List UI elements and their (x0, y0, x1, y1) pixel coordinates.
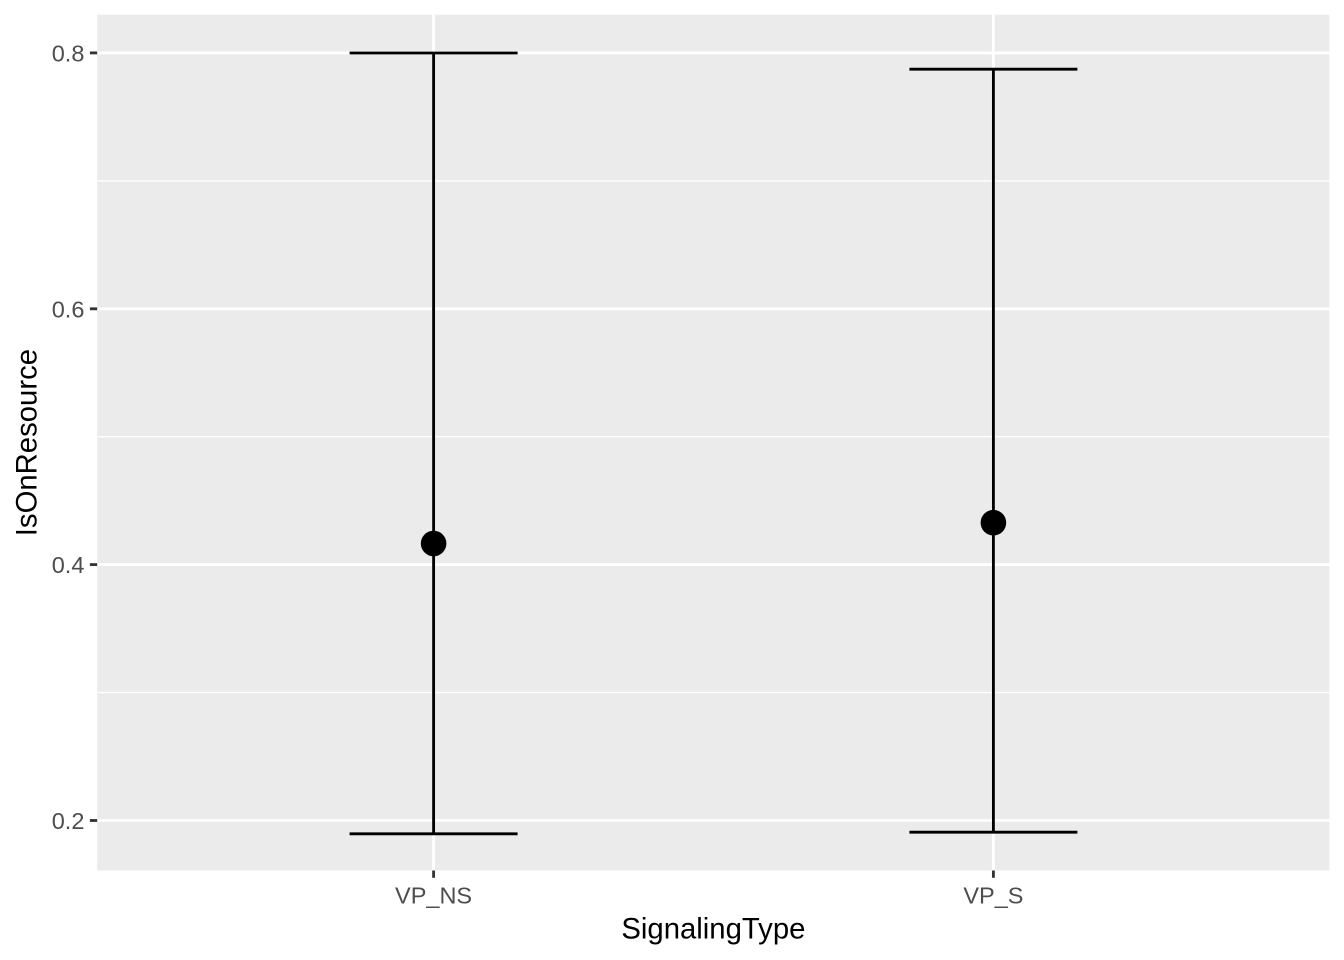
svg-text:VP_S: VP_S (963, 883, 1023, 909)
svg-text:SignalingType: SignalingType (621, 913, 805, 946)
svg-text:0.6: 0.6 (52, 296, 85, 322)
svg-text:0.2: 0.2 (52, 808, 85, 834)
svg-text:0.4: 0.4 (52, 552, 85, 578)
svg-text:0.8: 0.8 (52, 41, 85, 67)
svg-text:IsOnResource: IsOnResource (11, 349, 44, 536)
svg-text:VP_NS: VP_NS (395, 883, 472, 909)
